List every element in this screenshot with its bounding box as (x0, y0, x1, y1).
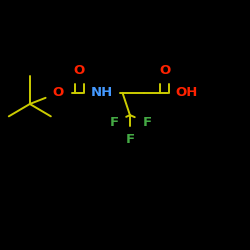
Text: O: O (159, 64, 170, 77)
Text: OH: OH (176, 86, 198, 99)
Text: F: F (143, 116, 152, 129)
Text: F: F (109, 116, 118, 129)
Text: O: O (74, 64, 85, 77)
Text: F: F (126, 133, 134, 146)
Text: NH: NH (90, 86, 113, 99)
Text: O: O (52, 86, 64, 99)
